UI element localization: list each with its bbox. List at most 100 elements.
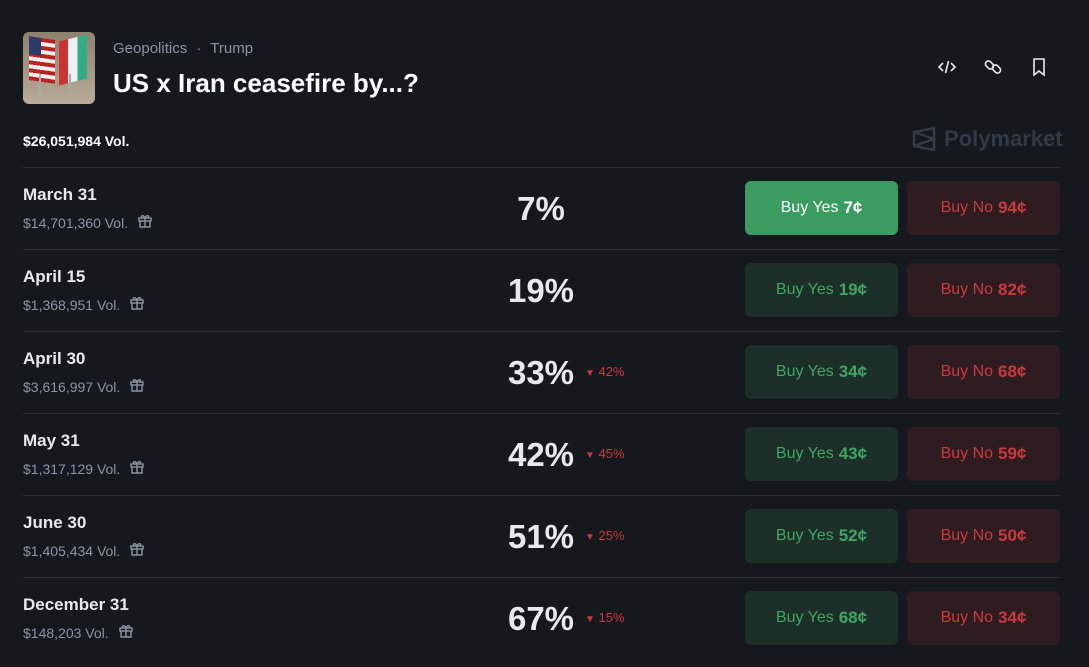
buy-yes-button[interactable]: Buy Yes 43¢ [745, 427, 898, 481]
outcome-date: May 31 [23, 431, 80, 450]
probability-change: ▼ 25% [585, 528, 625, 543]
outcome-volume: $14,701,360 Vol. [23, 213, 153, 232]
yes-price: 34¢ [838, 362, 868, 381]
no-price: 34¢ [998, 608, 1027, 627]
buy-yes-button[interactable]: Buy Yes 19¢ [745, 263, 898, 317]
buy-no-label: Buy No [940, 445, 994, 462]
bookmark-icon[interactable] [1029, 56, 1049, 78]
probability-change: ▼ 45% [585, 446, 625, 461]
outcome-probability: 7% [517, 190, 565, 227]
down-triangle-icon: ▼ [585, 614, 595, 625]
volume-text: $1,405,434 Vol. [23, 542, 121, 559]
change-value: 45% [598, 446, 625, 461]
buy-no-button[interactable]: Buy No 68¢ [907, 345, 1060, 399]
outcome-date: June 30 [23, 513, 87, 532]
outcome-probability: 51% [507, 518, 575, 555]
buy-yes-button[interactable]: Buy Yes 68¢ [745, 591, 898, 645]
yes-price: 68¢ [838, 608, 868, 627]
yes-price: 52¢ [838, 526, 868, 545]
brand-name: Polymarket [944, 126, 1063, 151]
outcome-probability: 42% [507, 436, 575, 473]
buy-yes-label: Buy Yes [775, 527, 834, 544]
yes-price: 19¢ [838, 280, 868, 299]
change-value: 15% [598, 610, 625, 625]
down-triangle-icon: ▼ [585, 532, 595, 543]
buy-no-button[interactable]: Buy No 94¢ [907, 181, 1060, 235]
buy-no-button[interactable]: Buy No 59¢ [907, 427, 1060, 481]
outcome-probability: 33% [507, 354, 575, 391]
yes-price: 43¢ [838, 444, 868, 463]
outcome-row[interactable]: April 30 $3,616,997 Vol. 33% ▼ 42% Buy Y… [23, 331, 1060, 413]
outcome-volume: $1,368,951 Vol. [23, 295, 145, 314]
gift-icon[interactable] [129, 541, 145, 560]
probability-change: ▼ 15% [585, 610, 625, 625]
polymarket-logo: Polymarket [912, 126, 1063, 152]
buy-no-button[interactable]: Buy No 82¢ [907, 263, 1060, 317]
total-volume: $26,051,984 Vol. [23, 133, 130, 149]
outcome-volume: $1,405,434 Vol. [23, 541, 145, 560]
buy-no-label: Buy No [940, 609, 994, 626]
polymarket-icon [912, 126, 936, 152]
flag-pole [69, 74, 71, 100]
outcome-probability: 19% [507, 272, 575, 309]
buy-no-label: Buy No [940, 199, 994, 216]
volume-text: $1,368,951 Vol. [23, 296, 121, 313]
no-price: 50¢ [998, 526, 1027, 545]
no-price: 82¢ [998, 280, 1027, 299]
buy-yes-label: Buy Yes [775, 609, 834, 626]
gift-icon[interactable] [129, 295, 145, 314]
gift-icon[interactable] [129, 377, 145, 396]
no-price: 59¢ [998, 444, 1027, 463]
outcome-volume: $1,317,129 Vol. [23, 459, 145, 478]
outcome-row[interactable]: March 31 $14,701,360 Vol. 7% Buy Yes 7¢ B… [23, 167, 1060, 249]
down-triangle-icon: ▼ [585, 450, 595, 461]
outcome-row[interactable]: June 30 $1,405,434 Vol. 51% ▼ 25% Buy Ye… [23, 495, 1060, 577]
outcome-row[interactable]: December 31 $148,203 Vol. 67% ▼ 15% Buy … [23, 577, 1060, 659]
buy-yes-button[interactable]: Buy Yes 7¢ [745, 181, 898, 235]
volume-text: $3,616,997 Vol. [23, 378, 121, 395]
outcome-row[interactable]: April 15 $1,368,951 Vol. 19% Buy Yes 19¢ … [23, 249, 1060, 331]
gift-icon[interactable] [118, 623, 134, 642]
link-icon[interactable] [983, 56, 1003, 78]
down-triangle-icon: ▼ [585, 368, 595, 379]
tag-link[interactable]: Trump [210, 40, 254, 57]
us-flag [29, 36, 55, 84]
outcome-date: March 31 [23, 185, 97, 204]
breadcrumb: Geopolitics · Trump [113, 40, 253, 57]
no-price: 68¢ [998, 362, 1027, 381]
buy-yes-label: Buy Yes [780, 199, 839, 216]
outcome-date: April 15 [23, 267, 86, 286]
buy-yes-label: Buy Yes [775, 281, 834, 298]
outcome-date: December 31 [23, 595, 129, 614]
iran-flag [59, 34, 87, 86]
no-price: 94¢ [998, 198, 1027, 217]
buy-yes-label: Buy Yes [775, 445, 834, 462]
volume-text: $14,701,360 Vol. [23, 214, 129, 231]
outcome-probability: 67% [507, 600, 575, 637]
flag-pole [39, 74, 41, 100]
gift-icon[interactable] [137, 213, 153, 232]
volume-text: $1,317,129 Vol. [23, 460, 121, 477]
yes-price: 7¢ [843, 198, 863, 217]
category-link[interactable]: Geopolitics [113, 40, 188, 57]
embed-code-icon[interactable] [937, 56, 957, 78]
buy-no-button[interactable]: Buy No 34¢ [907, 591, 1060, 645]
page-title: US x Iran ceasefire by...? [113, 68, 419, 98]
outcome-volume: $3,616,997 Vol. [23, 377, 145, 396]
buy-no-label: Buy No [940, 281, 994, 298]
change-value: 42% [598, 364, 625, 379]
outcome-row[interactable]: May 31 $1,317,129 Vol. 42% ▼ 45% Buy Yes… [23, 413, 1060, 495]
buy-yes-button[interactable]: Buy Yes 52¢ [745, 509, 898, 563]
buy-yes-button[interactable]: Buy Yes 34¢ [745, 345, 898, 399]
gift-icon[interactable] [129, 459, 145, 478]
separator: · [196, 40, 202, 57]
buy-no-label: Buy No [940, 363, 994, 380]
buy-no-button[interactable]: Buy No 50¢ [907, 509, 1060, 563]
probability-change: ▼ 42% [585, 364, 625, 379]
volume-text: $148,203 Vol. [23, 624, 109, 641]
outcome-date: April 30 [23, 349, 86, 368]
outcome-volume: $148,203 Vol. [23, 623, 134, 642]
buy-no-label: Buy No [940, 527, 994, 544]
market-image [23, 32, 95, 104]
change-value: 25% [598, 528, 625, 543]
